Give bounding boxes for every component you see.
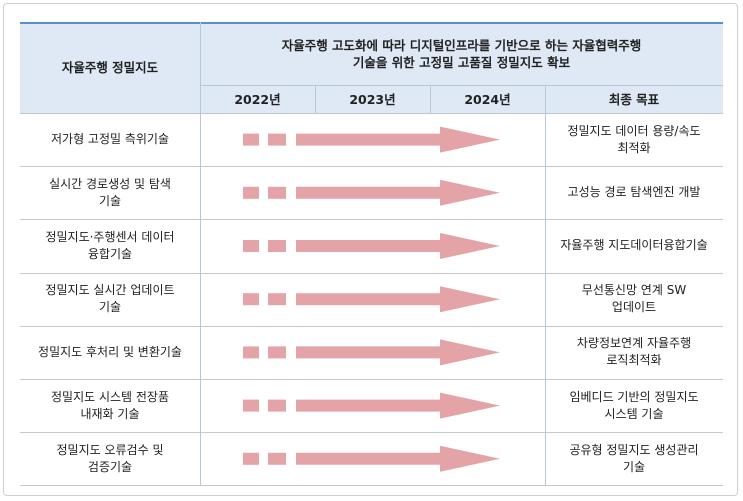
arrow-part [268, 240, 286, 252]
arrow-part [268, 399, 286, 412]
border [315, 85, 316, 113]
text-line: 최종 목표 [608, 91, 660, 107]
text-line: 최적화 [617, 140, 651, 155]
item-cell: 정밀지도 후처리 및 변환기술 [20, 326, 200, 379]
goal-cell: 자율주행 지도데이터융합기술 [545, 219, 723, 272]
arrow-part [268, 452, 286, 465]
arrow-part [268, 293, 286, 306]
border [430, 85, 431, 113]
arrow-part [243, 346, 259, 359]
text-line: 업데이트 [611, 300, 657, 315]
arrow-part [243, 186, 259, 199]
goal-cell: 고성능 경로 탐색엔진 개발 [545, 166, 723, 219]
arrow-part [243, 399, 259, 412]
arrow-part [268, 186, 286, 199]
corner-header: 자율주행 정밀지도 [20, 22, 200, 113]
arrow-part [243, 293, 259, 306]
year-header: 2024년 [430, 85, 545, 113]
text-line: 정밀지도 후처리 및 변환기술 [38, 344, 182, 359]
border [20, 22, 723, 24]
arrow-part [296, 339, 500, 366]
text-line: 정밀지도 시스템 전장품 [50, 389, 170, 404]
arrow-part [296, 126, 500, 153]
text-line: 기술을 위한 고정밀 고품질 정밀지도 확보 [352, 54, 571, 70]
border [20, 432, 723, 434]
text-line: 기술 [98, 300, 122, 315]
arrow-part [296, 445, 500, 472]
text-line: 2023년 [349, 91, 396, 107]
text-line: 임베디드 기반의 정밀지도 [569, 389, 699, 404]
title-header: 자율주행 고도화에 따라 디지털인프라를 기반으로 하는 자율협력주행 기술을 위… [200, 22, 723, 85]
text-line: 자율주행 고도화에 따라 디지털인프라를 기반으로 하는 자율협력주행 [281, 37, 642, 53]
text-line: 자율주행 지도데이터융합기술 [560, 238, 708, 253]
text-line: 정밀지도 오류검수 및 [56, 442, 164, 457]
arrow-part [296, 179, 500, 206]
border [545, 85, 546, 486]
text-line: 정밀지도·주행센서 데이터 [45, 229, 175, 244]
arrow-part [296, 233, 500, 259]
border [200, 85, 723, 86]
text-line: 기술 [622, 459, 646, 474]
border [20, 113, 723, 114]
border [20, 379, 723, 380]
text-line: 정밀지도 실시간 업데이트 [45, 283, 175, 298]
text-line: 자율주행 정밀지도 [61, 60, 159, 75]
arrow-part [268, 133, 286, 146]
border [20, 272, 723, 274]
text-line: 2022년 [234, 91, 281, 107]
item-cell: 저가형 고정밀 측위기술 [20, 113, 200, 166]
text-line: 무선통신망 연계 SW [581, 283, 687, 298]
text-line: 저가형 고정밀 측위기술 [50, 132, 170, 147]
text-line: 내재화 기술 [80, 406, 140, 421]
year-header: 2022년 [200, 85, 315, 113]
text-line: 기술 [98, 193, 122, 208]
border [20, 325, 723, 327]
text-line: 2024년 [464, 91, 511, 107]
border [20, 485, 723, 487]
text-line: 로직최적화 [606, 353, 662, 368]
arrow-part [243, 452, 259, 465]
border [20, 219, 723, 221]
text-line: 검증기술 [87, 459, 133, 474]
arrow-part [243, 133, 259, 146]
year-header: 2023년 [315, 85, 430, 113]
border [200, 22, 201, 486]
goal-cell: 무선통신망 연계 SW 업데이트 [545, 273, 723, 326]
text-line: 실시간 경로생성 및 탐색 [49, 176, 171, 191]
goal-header: 최종 목표 [545, 85, 723, 113]
arrow-part [296, 286, 500, 313]
border [20, 166, 723, 168]
arrow-part [268, 346, 286, 359]
text-line: 차량정보연계 자율주행 [576, 336, 692, 351]
frame [3, 3, 738, 496]
arrow-part [296, 392, 500, 419]
arrow-part [243, 240, 259, 252]
text-line: 정밀지도 데이터 용량/속도 [567, 123, 701, 138]
text-line: 공유형 정밀지도 생성관리 [569, 442, 699, 457]
text-line: 융합기술 [87, 246, 133, 261]
text-line: 시스템 기술 [604, 406, 664, 421]
text-line: 고성능 경로 탐색엔진 개발 [567, 185, 701, 200]
